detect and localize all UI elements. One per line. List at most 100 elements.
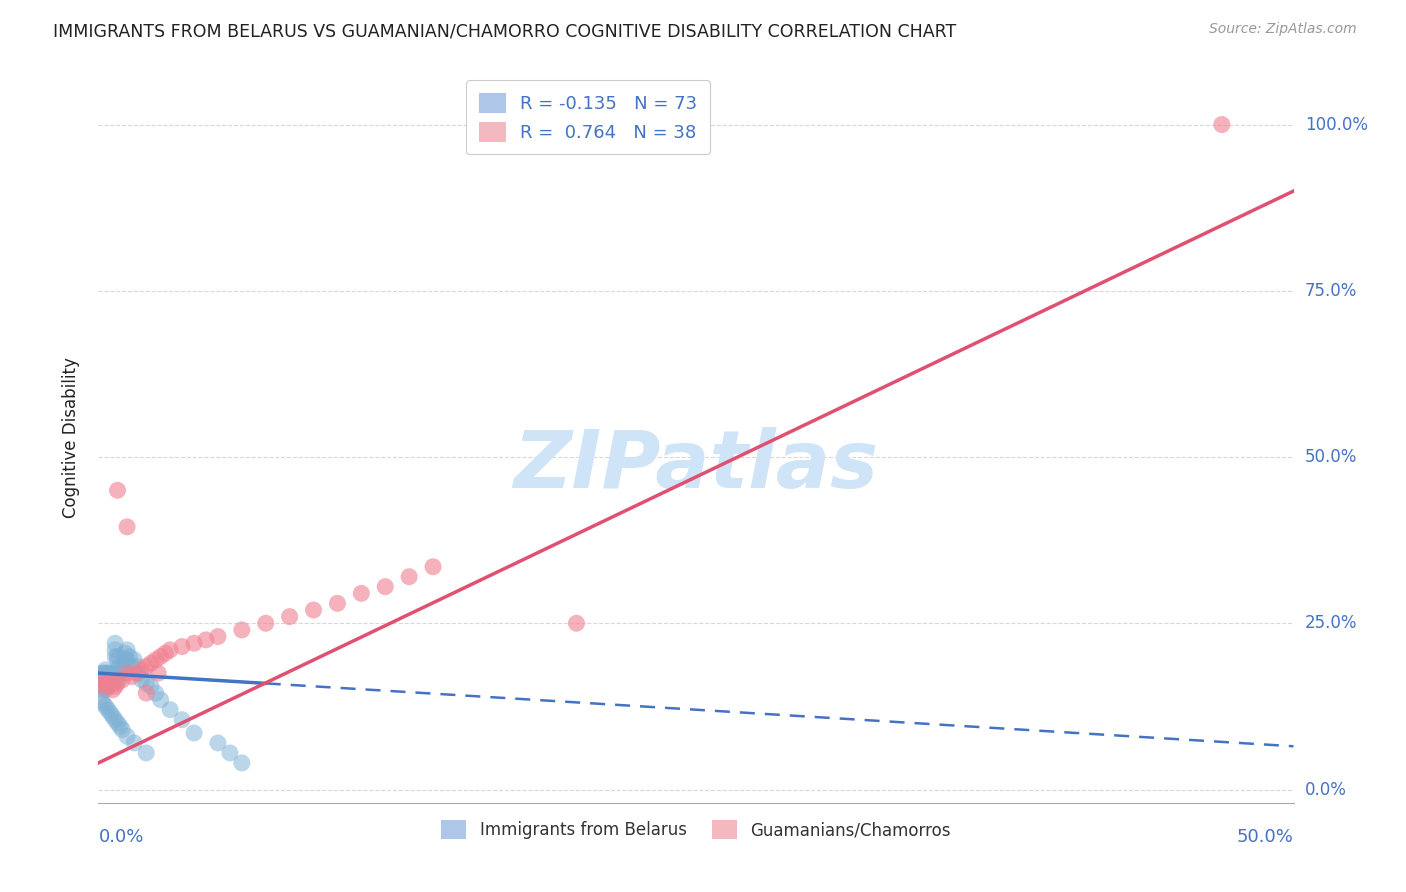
Point [148,666,170,681]
Point [135,676,157,690]
Point [195,632,218,647]
Point [104,636,127,650]
Point [302,603,325,617]
Text: 75.0%: 75.0% [1305,282,1357,300]
Point [101,676,124,690]
Point [98,706,122,720]
Point [94,673,117,687]
Text: Source: ZipAtlas.com: Source: ZipAtlas.com [1209,22,1357,37]
Point [91,696,114,710]
Point [398,570,420,584]
Point [90,673,112,687]
Point [97,680,120,694]
Point [128,666,150,681]
Point [278,609,301,624]
Point [98,673,122,687]
Point [108,659,131,673]
Point [101,682,124,697]
Point [104,649,127,664]
Point [159,703,181,717]
Point [94,699,117,714]
Point [101,666,124,681]
Point [91,682,114,697]
Point [94,669,117,683]
Point [155,646,177,660]
Point [98,666,122,681]
Point [422,559,444,574]
Point [94,676,117,690]
Point [107,483,129,498]
Point [124,653,146,667]
Point [135,746,157,760]
Point [97,680,120,694]
Point [91,676,114,690]
Point [90,680,112,694]
Point [101,709,124,723]
Text: 50.0%: 50.0% [1237,828,1294,846]
Point [94,673,117,687]
Point [183,726,205,740]
Text: 50.0%: 50.0% [1305,448,1357,466]
Point [114,646,136,660]
Text: 0.0%: 0.0% [1305,780,1347,798]
Point [111,659,134,673]
Y-axis label: Cognitive Disability: Cognitive Disability [62,357,80,517]
Point [149,649,172,664]
Point [135,659,157,673]
Point [125,659,148,673]
Point [121,669,143,683]
Text: 100.0%: 100.0% [1305,116,1368,134]
Point [121,659,143,673]
Point [91,676,114,690]
Point [115,666,138,681]
Point [104,643,127,657]
Point [90,669,112,683]
Point [231,623,253,637]
Point [219,746,242,760]
Point [350,586,373,600]
Point [90,676,112,690]
Point [145,686,167,700]
Point [139,680,162,694]
Point [111,673,134,687]
Point [104,680,127,694]
Point [101,673,124,687]
Text: IMMIGRANTS FROM BELARUS VS GUAMANIAN/CHAMORRO COGNITIVE DISABILITY CORRELATION C: IMMIGRANTS FROM BELARUS VS GUAMANIAN/CHA… [53,22,956,40]
Point [97,703,120,717]
Point [131,673,153,687]
Point [254,616,277,631]
Point [107,653,129,667]
Point [101,669,124,683]
Point [565,616,588,631]
Text: ZIPatlas: ZIPatlas [513,427,879,506]
Point [98,669,122,683]
Text: 0.0%: 0.0% [98,828,143,846]
Point [135,686,157,700]
Point [131,663,153,677]
Point [1211,118,1233,132]
Point [107,676,129,690]
Point [139,656,162,670]
Point [98,676,122,690]
Point [111,666,134,681]
Point [94,666,117,681]
Point [91,680,114,694]
Point [97,673,120,687]
Point [108,719,131,733]
Point [149,692,172,706]
Point [91,669,114,683]
Point [108,666,131,681]
Point [98,676,122,690]
Point [94,680,117,694]
Point [172,713,194,727]
Point [115,520,138,534]
Point [97,666,120,681]
Point [125,666,148,681]
Point [90,692,112,706]
Point [183,636,205,650]
Point [107,649,129,664]
Point [145,653,167,667]
Point [94,663,117,677]
Point [159,643,181,657]
Point [172,640,194,654]
